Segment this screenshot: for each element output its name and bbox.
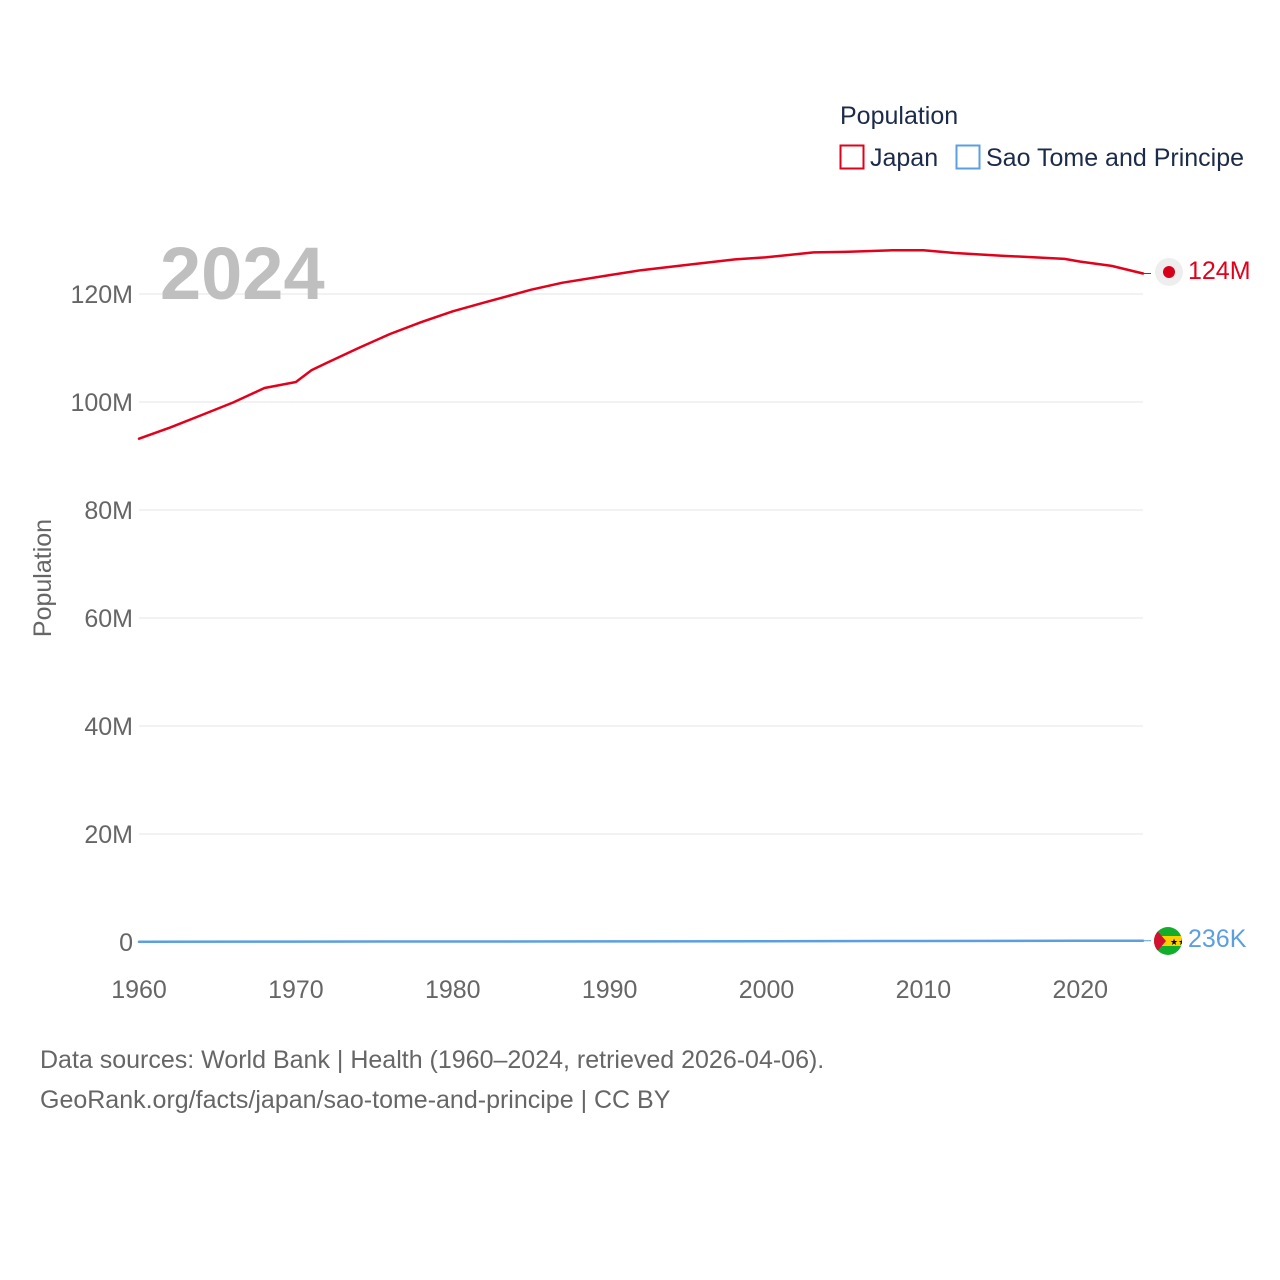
legend-swatch-japan [839, 144, 865, 170]
legend-label-sao-tome: Sao Tome and Principe [986, 144, 1244, 172]
legend-label-japan: Japan [870, 144, 938, 172]
x-axis-ticks: 1960 1970 1980 1990 2000 2010 2020 [111, 976, 1108, 1004]
x-tick-label: 1970 [268, 976, 324, 1004]
sao-tome-flag-icon: ★★ [1154, 927, 1186, 955]
series-line-1 [137, 939, 1145, 943]
y-axis-title: Population [29, 519, 57, 637]
x-tick-label: 2000 [739, 976, 795, 1004]
sources-link[interactable]: GeoRank.org/facts/japan/sao-tome-and-pri… [40, 1086, 671, 1114]
series-line-0 [137, 249, 1145, 440]
y-tick-label: 80M [84, 497, 133, 525]
y-tick-label: 100M [70, 389, 133, 417]
y-tick-label: 20M [84, 821, 133, 849]
svg-text:★★: ★★ [1170, 938, 1186, 948]
data-sources: Data sources: World Bank | Health (1960–… [40, 1040, 1240, 1120]
series-lines [137, 249, 1151, 943]
gridlines [139, 293, 1143, 835]
y-tick-label: 60M [84, 605, 133, 633]
x-tick-label: 1990 [582, 976, 638, 1004]
y-tick-label: 0 [119, 929, 133, 957]
x-tick-label: 2020 [1052, 976, 1108, 1004]
end-label-japan: 124M [1188, 257, 1251, 285]
legend: Population Japan Sao Tome and Principe [839, 102, 1245, 172]
year-watermark: 2024 [160, 232, 325, 315]
end-label-sao-tome: 236K [1188, 925, 1247, 953]
x-tick-label: 2010 [896, 976, 952, 1004]
y-tick-label: 120M [70, 281, 133, 309]
y-tick-label: 40M [84, 713, 133, 741]
x-tick-label: 1980 [425, 976, 481, 1004]
japan-flag-icon [1155, 258, 1183, 286]
sources-line: Data sources: World Bank | Health (1960–… [40, 1046, 825, 1074]
y-axis-ticks: 0 20M 40M 60M 80M 100M 120M [70, 281, 133, 957]
x-tick-label: 1960 [111, 976, 167, 1004]
legend-swatch-sao-tome [955, 144, 981, 170]
legend-item-japan[interactable]: Japan [839, 144, 939, 172]
legend-item-sao-tome[interactable]: Sao Tome and Principe [955, 144, 1245, 172]
legend-title: Population [840, 102, 958, 130]
